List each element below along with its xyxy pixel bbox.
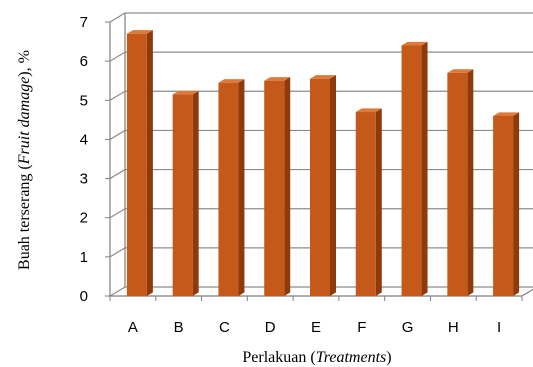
bar-front bbox=[493, 115, 514, 296]
y-tick-label: 2 bbox=[80, 210, 88, 227]
bar-front bbox=[355, 112, 376, 297]
floor-edge bbox=[521, 288, 533, 297]
bar-i bbox=[493, 112, 520, 296]
gridline-side bbox=[109, 12, 126, 23]
bar-front bbox=[264, 80, 285, 296]
bar-a bbox=[126, 30, 153, 297]
y-axis-title: Buah terserang (Fruit damage), % bbox=[16, 50, 33, 270]
bar-top bbox=[126, 30, 153, 34]
bars bbox=[126, 30, 520, 297]
x-tick-label: B bbox=[174, 319, 184, 336]
bar-h bbox=[447, 69, 474, 297]
bar-side bbox=[284, 77, 291, 296]
x-tick-label: D bbox=[265, 319, 276, 336]
gridline-side bbox=[109, 247, 126, 258]
y-tick-labels: 0 1 2 3 4 5 6 7 bbox=[80, 14, 88, 305]
y-tick-label: 1 bbox=[80, 249, 88, 266]
x-tick-label: E bbox=[311, 319, 321, 336]
bar-top bbox=[264, 77, 291, 81]
bar-top bbox=[355, 108, 382, 113]
gridline-side bbox=[109, 208, 126, 219]
bar-top bbox=[401, 41, 428, 46]
gridline-side bbox=[109, 129, 126, 140]
bar-side bbox=[192, 90, 199, 296]
gridline-side bbox=[109, 90, 126, 101]
gridline-side bbox=[109, 51, 126, 62]
bar-side bbox=[467, 69, 474, 297]
bar-side bbox=[146, 30, 153, 297]
x-tick-labels: A B C D E F G H I bbox=[128, 319, 501, 336]
bar-e bbox=[310, 75, 336, 297]
x-tick-label: H bbox=[448, 319, 459, 336]
bar-side bbox=[421, 41, 428, 297]
gridline-side bbox=[109, 169, 126, 180]
bar-side bbox=[238, 79, 245, 296]
x-axis-title: Perlakuan (Treatments) bbox=[242, 349, 391, 366]
bar-top bbox=[493, 112, 520, 116]
y-tick-label: 6 bbox=[80, 53, 88, 70]
x-tick-label: C bbox=[219, 319, 230, 336]
bar-top bbox=[218, 79, 245, 83]
y-tick-label: 7 bbox=[80, 14, 88, 31]
bar-front bbox=[401, 45, 422, 296]
bar-b bbox=[172, 90, 199, 297]
y-tick-label: 0 bbox=[80, 288, 88, 305]
bar-f bbox=[355, 108, 382, 297]
bar-side bbox=[513, 112, 520, 296]
x-tick-label: G bbox=[402, 319, 414, 336]
bar-g bbox=[401, 41, 428, 297]
x-tick-label: A bbox=[128, 319, 138, 336]
bar-front bbox=[172, 94, 193, 297]
gridline-side bbox=[109, 286, 126, 297]
bar-front bbox=[218, 82, 239, 297]
y-tick-label: 5 bbox=[80, 92, 88, 109]
bar-side bbox=[375, 108, 382, 296]
bar-d bbox=[264, 77, 291, 296]
bar-top bbox=[310, 75, 336, 79]
bar-c bbox=[218, 79, 245, 297]
y-tick-label: 4 bbox=[80, 131, 88, 148]
x-tick-label: F bbox=[357, 319, 366, 336]
x-tick-label: I bbox=[497, 319, 501, 336]
bar-top bbox=[172, 90, 199, 95]
bar-top bbox=[447, 69, 474, 73]
bar-front bbox=[126, 33, 147, 296]
bar-side bbox=[330, 75, 336, 297]
bar-front bbox=[310, 78, 330, 296]
y-tick-label: 3 bbox=[80, 171, 88, 188]
bar-front bbox=[447, 72, 468, 296]
